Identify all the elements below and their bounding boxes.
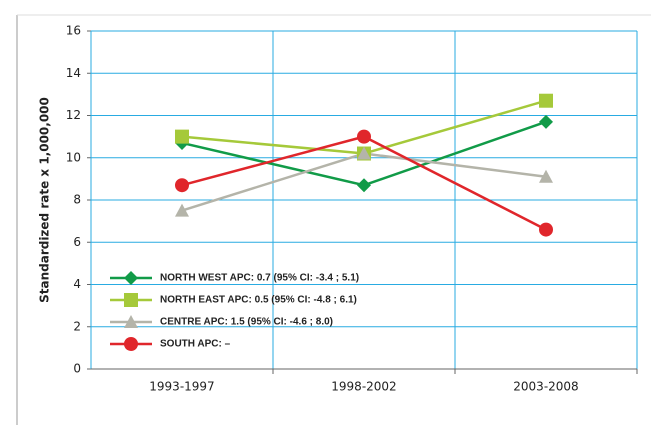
legend-label: NORTH EAST APC: 0.5 (95% CI: -4.8 ; 6.1) [160, 295, 357, 306]
legend-marker [124, 293, 138, 307]
marker [539, 93, 553, 108]
marker [539, 114, 553, 129]
x-tick-label: 1998-2002 [331, 380, 396, 394]
series-line [181, 99, 547, 155]
marker [539, 222, 553, 237]
y-tick-label: 8 [73, 193, 81, 207]
legend-label: NORTH WEST APC: 0.7 (95% CI: -3.4 ; 5.1) [160, 273, 359, 284]
y-axis-label: Standardized rate x 1,000,000 [38, 97, 52, 303]
y-tick-label: 16 [66, 24, 81, 38]
marker [175, 203, 189, 217]
y-tick-label: 6 [73, 235, 81, 249]
marker [175, 129, 189, 144]
y-tick-label: 0 [73, 362, 81, 376]
legend-marker [124, 271, 138, 285]
legend-marker [124, 315, 138, 328]
y-tick-label: 12 [66, 108, 81, 122]
y-tick-label: 4 [73, 277, 81, 291]
marker [357, 146, 371, 160]
x-tick-label: 1993-1997 [149, 380, 214, 394]
legend-label: CENTRE APC: 1.5 (95% CI: -4.6 ; 8.0) [160, 317, 333, 328]
marker [175, 178, 189, 193]
legend-label: SOUTH APC: – [160, 339, 231, 350]
y-tick-label: 2 [73, 319, 81, 333]
y-tick-label: 14 [66, 66, 81, 80]
y-tick-label: 10 [66, 150, 81, 164]
marker [539, 169, 553, 183]
x-tick-label: 2003-2008 [513, 380, 578, 394]
legend-marker [124, 337, 138, 351]
marker [357, 178, 371, 193]
marker [357, 129, 371, 144]
